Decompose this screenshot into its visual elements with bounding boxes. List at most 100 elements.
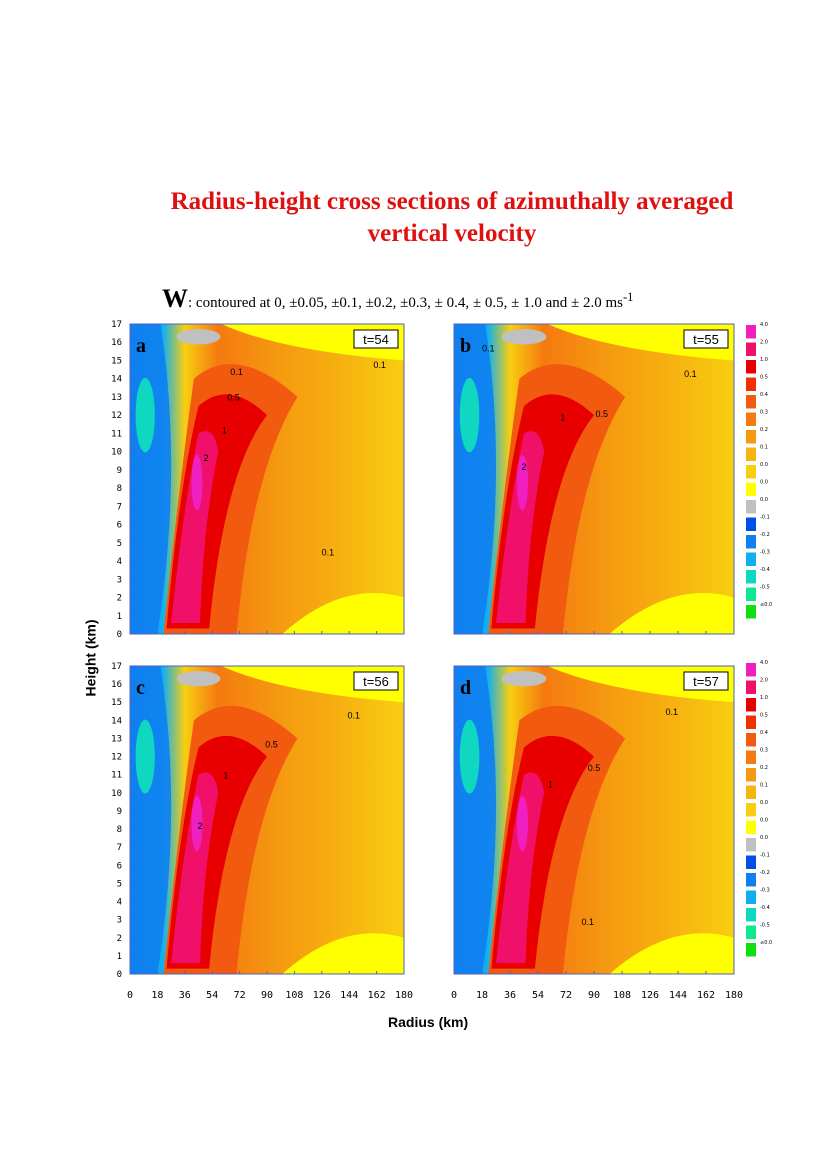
- time-label-box: [683, 329, 729, 349]
- field-downdraft-core: [135, 719, 155, 794]
- y-tick-label: 16: [111, 680, 122, 690]
- colorbar-label: 0.1: [760, 783, 768, 789]
- subtitle-superscript: -1: [623, 290, 634, 304]
- panel-label: d: [460, 677, 471, 699]
- y-tick-label: 7: [117, 843, 122, 853]
- contour-label: 0.5: [265, 740, 278, 750]
- y-tick-label: 8: [117, 825, 122, 835]
- contour-subtitle: W: contoured at 0, ±0.05, ±0.1, ±0.2, ±0…: [162, 284, 633, 314]
- x-tick-label: 126: [313, 990, 331, 1001]
- colorbar-label: 0.0: [760, 818, 768, 824]
- colorbar-swatch: [746, 890, 756, 904]
- colorbar-swatch: [746, 517, 756, 531]
- colorbar-label: 4.0: [760, 660, 768, 666]
- colorbar-label: 2.0: [760, 340, 768, 346]
- colorbar-label: 0.1: [760, 445, 768, 451]
- contour-field: [454, 324, 734, 634]
- y-tick-label: 12: [111, 411, 122, 421]
- colorbar-swatch: [746, 587, 756, 601]
- field-downdraft-core: [459, 719, 480, 794]
- x-tick-label: 0: [127, 990, 133, 1001]
- colorbar-swatch: [746, 750, 756, 764]
- contour-label: 0.1: [582, 917, 595, 927]
- y-tick-label: 9: [117, 807, 122, 817]
- y-tick-label: 0: [117, 970, 122, 980]
- colorbar-swatch: [746, 500, 756, 514]
- y-tick-label: 17: [111, 320, 122, 330]
- panel-a: 01234567891011121314151617210.50.10.10.1…: [111, 320, 405, 640]
- x-tick-label: 72: [234, 990, 246, 1001]
- y-tick-label: 1: [117, 952, 122, 962]
- colorbar-swatch: [746, 785, 756, 799]
- y-tick-label: 8: [117, 484, 122, 494]
- colorbar-1: 4.0 2.0 1.0 0.5 0.4 0.3 0.2 0.1 0.0 0.0 0.0 -0.1 -0.…: [746, 322, 772, 619]
- panel-label: b: [460, 335, 471, 357]
- subtitle-symbol: W: [162, 284, 188, 313]
- field-updraft-core: [171, 431, 219, 624]
- contour-label: 0.1: [348, 711, 361, 721]
- x-tick-label: 162: [368, 990, 386, 1001]
- colorbar-swatch: [746, 873, 756, 887]
- colorbar-label: 0.2: [760, 427, 768, 433]
- x-tick-label: 54: [532, 990, 544, 1001]
- colorbar-swatch: [746, 395, 756, 409]
- field-updraft-max: [516, 795, 529, 852]
- colorbar-swatch: [746, 838, 756, 852]
- colorbar-swatch: [746, 925, 756, 939]
- colorbar-swatch: [746, 768, 756, 782]
- field-updraft-core: [171, 772, 219, 964]
- contour-label: 0.1: [373, 360, 386, 370]
- field-lower-band: [282, 592, 404, 634]
- x-tick-label: 18: [476, 990, 488, 1001]
- y-tick-label: 10: [111, 448, 122, 458]
- x-tick-label: 90: [588, 990, 600, 1001]
- contour-label: 0.5: [588, 763, 601, 773]
- contour-label: 1: [560, 413, 565, 423]
- y-tick-label: 4: [117, 557, 122, 567]
- colorbar-swatch: [746, 733, 756, 747]
- colorbar-swatch: [746, 342, 756, 356]
- time-label-box: [353, 671, 399, 691]
- colorbar-label: -0.5: [760, 585, 770, 591]
- colorbar-2: 4.0 2.0 1.0 0.5 0.4 0.3 0.2 0.1 0.0 0.0 0.0 -0.1 -0.…: [746, 660, 772, 957]
- subtitle-text: : contoured at 0, ±0.05, ±0.1, ±0.2, ±0.…: [188, 295, 623, 311]
- y-tick-label: 7: [117, 502, 122, 512]
- panel-label: c: [136, 677, 145, 699]
- colorbar-swatch: [746, 680, 756, 694]
- colorbar-label: -0.1: [760, 853, 770, 859]
- colorbar-label: -0.2: [760, 870, 770, 876]
- x-tick-label: 108: [285, 990, 303, 1001]
- y-tick-label: 1: [117, 612, 122, 622]
- colorbar-label: -0.3: [760, 888, 770, 894]
- x-tick-label: 144: [669, 990, 687, 1001]
- x-tick-label: 18: [151, 990, 163, 1001]
- colorbar-swatch: [746, 465, 756, 479]
- y-tick-label: 13: [111, 734, 122, 744]
- colorbar-swatch: [746, 412, 756, 426]
- colorbar-label: -0.5: [760, 923, 770, 929]
- field-grey-patch: [176, 670, 221, 687]
- colorbar-label: 2.0: [760, 678, 768, 684]
- colorbar-swatch: [746, 325, 756, 339]
- colorbar-swatch: [746, 377, 756, 391]
- colorbar-swatch: [746, 605, 756, 619]
- colorbar-label: 0.5: [760, 713, 768, 719]
- field-updraft-core: [496, 431, 545, 624]
- colorbar-swatch: [746, 908, 756, 922]
- colorbar-swatch: [746, 698, 756, 712]
- y-tick-label: 16: [111, 338, 122, 348]
- colorbar-label: 0.0: [760, 462, 768, 468]
- y-tick-label: 2: [117, 594, 122, 604]
- x-tick-label: 72: [560, 990, 572, 1001]
- time-label: t=55: [693, 332, 719, 347]
- contour-label: 1: [223, 770, 228, 780]
- contour-label: 0.5: [596, 409, 609, 419]
- colorbar-label: 4.0: [760, 322, 768, 328]
- x-tick-label: 36: [179, 990, 191, 1001]
- colorbar-label: -0.1: [760, 515, 770, 521]
- field-grey-patch: [501, 329, 547, 345]
- y-tick-label: 4: [117, 898, 122, 908]
- colorbar-label: 0.5: [760, 375, 768, 381]
- contour-label: 1: [548, 779, 553, 789]
